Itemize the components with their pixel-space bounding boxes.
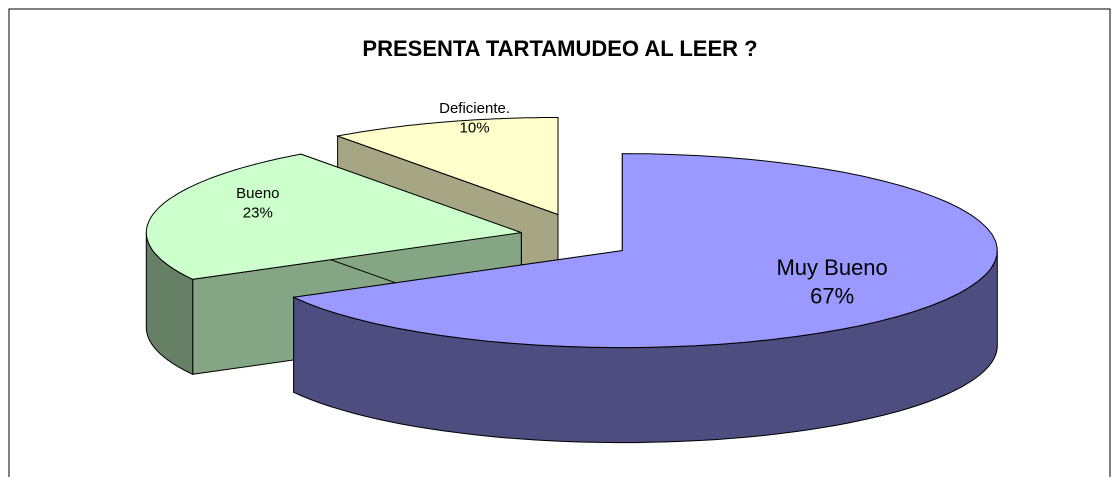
slice-value-label: 67%: [810, 284, 854, 309]
slice-label: Bueno: [236, 185, 279, 202]
chart-frame: [8, 8, 1111, 477]
slice-label: Muy Bueno: [776, 255, 887, 280]
slice: [291, 153, 998, 349]
chart-title: PRESENTA TARTAMUDEO AL LEER ?: [362, 36, 757, 61]
slice: [145, 153, 522, 280]
slice-value-label: 10%: [460, 120, 490, 137]
slice: [335, 117, 559, 216]
slice-value-label: 23%: [243, 204, 273, 221]
slice-label: Deficiente.: [439, 100, 510, 117]
